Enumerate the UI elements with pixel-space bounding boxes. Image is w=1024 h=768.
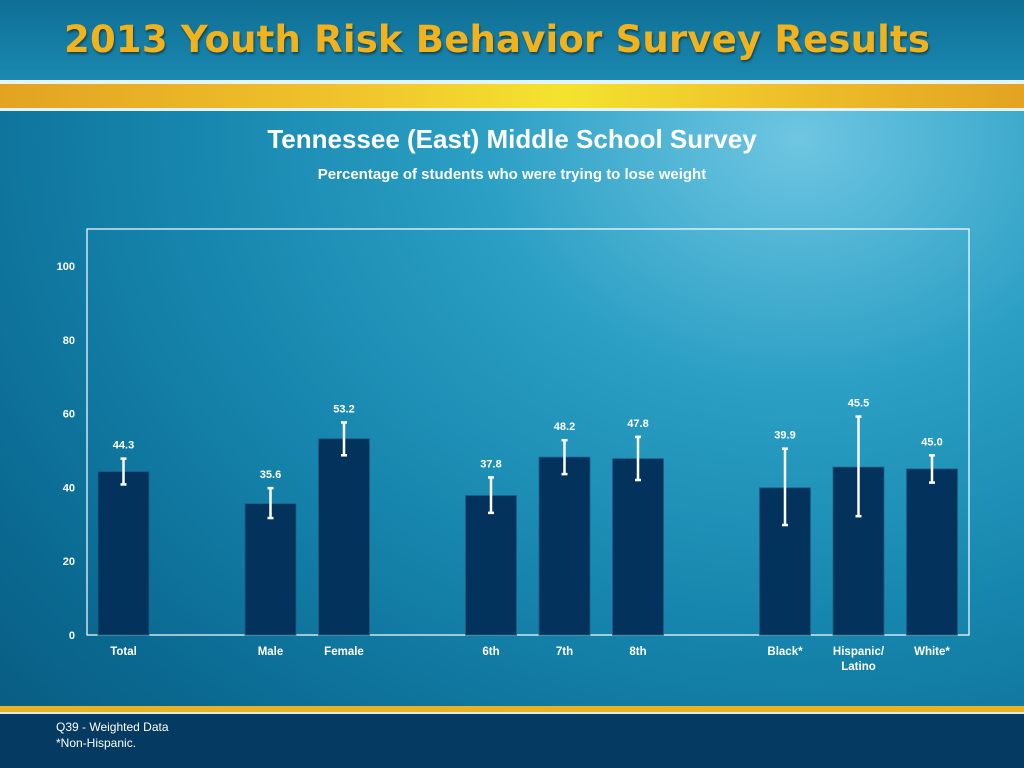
- x-tick-label: Male: [258, 646, 284, 658]
- title-band: [0, 0, 1024, 80]
- plot-frame: [86, 228, 970, 636]
- data-label: 45.5: [848, 398, 869, 410]
- x-tick-label: Black*: [767, 646, 803, 658]
- footer-divider: [0, 712, 1024, 714]
- bar-chart: 0 20 40 60 80 100 44.3 Total 35.6 Male 53.2 Female 3…: [57, 228, 970, 673]
- footer-bar: Q39 - Weighted Data *Non-Hispanic.: [0, 714, 1024, 768]
- slide-title: 2013 Youth Risk Behavior Survey Results: [64, 18, 931, 61]
- data-label: 47.8: [627, 418, 648, 430]
- divider-line: [0, 108, 1024, 111]
- footer-note-weighted: Q39 - Weighted Data: [56, 720, 169, 734]
- y-tick-label: 80: [63, 335, 75, 347]
- bar: [318, 438, 370, 636]
- data-label: 44.3: [113, 440, 134, 452]
- bar: [244, 503, 297, 636]
- data-label: 37.8: [480, 458, 501, 470]
- x-tick-label: Female: [324, 646, 364, 658]
- x-tick-label: 7th: [556, 646, 573, 658]
- data-label: 48.2: [554, 421, 575, 433]
- chart-title: Tennessee (East) Middle School Survey: [267, 124, 757, 154]
- data-label: 45.0: [921, 436, 942, 448]
- y-tick-label: 60: [63, 409, 75, 421]
- y-tick-label: 40: [63, 482, 75, 494]
- footer-gold-stripe: [0, 706, 1024, 712]
- x-tick-label: 6th: [482, 646, 499, 658]
- data-label: 39.9: [774, 430, 795, 442]
- data-label: 35.6: [260, 469, 281, 481]
- bar: [612, 458, 664, 636]
- data-label: 53.2: [333, 403, 354, 415]
- x-tick-label: Total: [110, 646, 137, 658]
- x-tick-label: Latino: [841, 661, 876, 673]
- y-tick-label: 20: [63, 556, 75, 568]
- y-tick-label: 0: [69, 630, 75, 642]
- bar: [465, 495, 517, 636]
- bar: [97, 471, 150, 636]
- x-tick-label: 8th: [629, 646, 646, 658]
- bar: [906, 468, 958, 636]
- divider-line: [0, 80, 1024, 84]
- y-tick-label: 100: [57, 261, 75, 273]
- footer-note-nonhispanic: *Non-Hispanic.: [56, 736, 137, 750]
- chart-subtitle: Percentage of students who were trying t…: [317, 166, 707, 183]
- gold-banner: [0, 84, 1024, 108]
- x-tick-label: White*: [914, 646, 950, 658]
- x-tick-label: Hispanic/: [833, 646, 885, 658]
- bar: [538, 456, 591, 636]
